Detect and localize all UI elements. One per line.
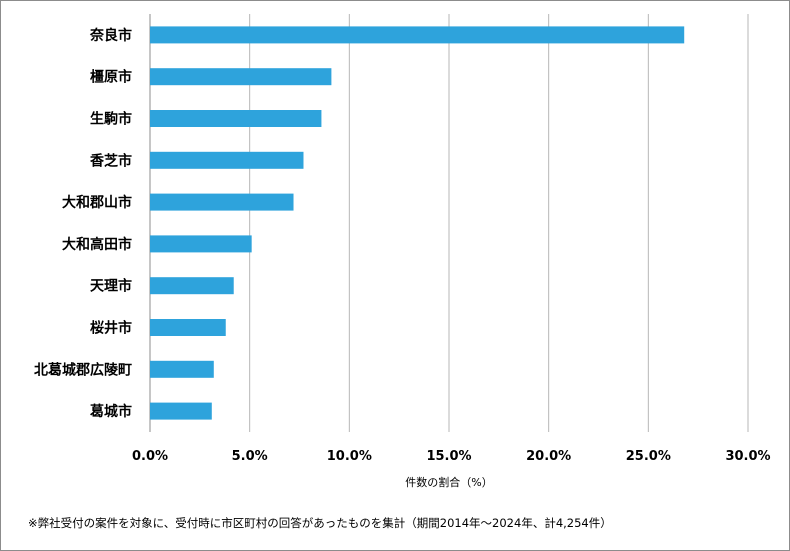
x-axis-label: 件数の割合（%） <box>405 475 492 489</box>
category-label-6: 天理市 <box>90 278 132 295</box>
category-label-1: 橿原市 <box>90 69 132 86</box>
bar-9 <box>150 402 212 420</box>
bar-2 <box>150 110 322 127</box>
category-label-4: 大和郡山市 <box>62 194 132 211</box>
bar-3 <box>150 151 304 169</box>
category-label-8: 北葛城郡広陵町 <box>34 361 132 378</box>
category-label-2: 生駒市 <box>90 111 132 128</box>
bar-0 <box>150 26 685 44</box>
footnote: ※弊社受付の案件を対象に、受付時に市区町村の回答があったものを集計（期間2014… <box>28 516 612 530</box>
x-tick-label-6: 30.0% <box>725 449 770 464</box>
category-label-9: 葛城市 <box>89 403 132 420</box>
bar-7 <box>150 319 226 336</box>
x-tick-label-0: 0.0% <box>132 449 168 464</box>
bar-1 <box>150 68 332 86</box>
bars <box>150 26 685 420</box>
bar-5 <box>150 235 252 253</box>
bar-6 <box>150 277 234 295</box>
x-tick-label-3: 15.0% <box>426 449 471 464</box>
category-label-3: 香芝市 <box>89 152 132 169</box>
bar-4 <box>150 193 294 211</box>
x-tick-label-1: 5.0% <box>232 449 268 464</box>
x-tick-labels: 0.0% 5.0% 10.0% 15.0% 20.0% 25.0% 30.0% <box>132 449 771 464</box>
bar-8 <box>150 360 214 378</box>
category-label-7: 桜井市 <box>90 320 132 337</box>
x-tick-label-4: 20.0% <box>526 449 571 464</box>
category-label-0: 奈良市 <box>89 27 132 44</box>
x-tick-label-5: 25.0% <box>626 449 671 464</box>
x-tick-label-2: 10.0% <box>327 449 372 464</box>
category-label-5: 大和高田市 <box>62 236 132 253</box>
